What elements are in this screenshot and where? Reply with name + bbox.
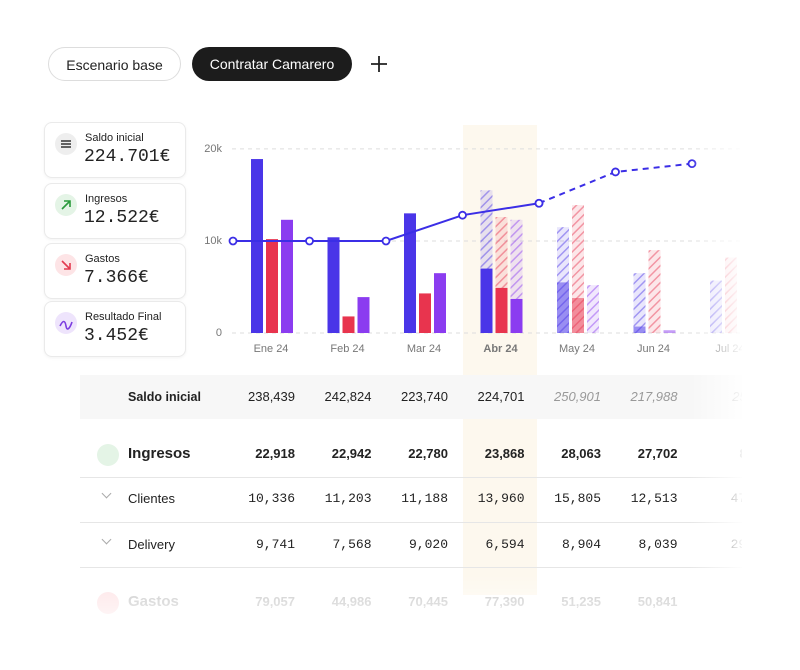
- cell: 22,918: [255, 446, 295, 461]
- bar: [587, 285, 599, 333]
- expand-chevron: [101, 488, 112, 499]
- x-tick-label: Mar 24: [407, 343, 441, 355]
- cell: 13,960: [477, 491, 525, 506]
- expand-chevron: [101, 534, 112, 545]
- tab-active[interactable]: Contratar Camarero: [192, 47, 352, 81]
- cell: 12,513: [630, 491, 678, 506]
- icon: [55, 312, 77, 334]
- x-tick-label: Feb 24: [330, 343, 364, 355]
- row-separator: [80, 477, 742, 478]
- cell: 23,868: [484, 446, 525, 461]
- kpi-value: 3.452€: [84, 326, 149, 346]
- row-label: Saldo inicial: [128, 390, 201, 404]
- kpi-label: Ingresos: [85, 193, 128, 205]
- bar: [663, 330, 676, 333]
- bar: [572, 298, 584, 333]
- x-tick-label: Jun 24: [637, 343, 670, 355]
- kpi-label: Saldo inicial: [85, 132, 144, 144]
- icon: [55, 254, 77, 276]
- x-tick-label: May 24: [559, 343, 595, 355]
- bar: [557, 282, 569, 333]
- cell: 8,039: [638, 537, 678, 552]
- cell: 7,568: [332, 537, 372, 552]
- bar: [648, 250, 661, 333]
- kpi-card: Gastos 7.366€: [44, 243, 186, 299]
- kpi-card: Ingresos 12.522€: [44, 183, 186, 239]
- cell: 217,988: [630, 389, 678, 404]
- row-label: Clientes: [128, 491, 175, 506]
- cell: 28,063: [561, 446, 601, 461]
- kpi-value: 7.366€: [84, 268, 149, 288]
- bar: [434, 273, 446, 333]
- cell: 250,901: [554, 389, 601, 404]
- cell: 15,805: [554, 491, 601, 506]
- x-tick-label: Abr 24: [483, 343, 518, 355]
- y-tick-label: 20k: [204, 143, 222, 155]
- line-point: [305, 236, 314, 246]
- add-button[interactable]: [368, 53, 390, 75]
- row-separator: [80, 567, 742, 568]
- y-tick-label: 10k: [204, 235, 222, 247]
- y-tick-label: 0: [216, 327, 222, 339]
- icon: [55, 194, 77, 216]
- line-point: [228, 236, 238, 246]
- icon: [55, 133, 77, 155]
- kpi-value: 224.701€: [84, 147, 171, 167]
- bar: [633, 326, 646, 333]
- bar: [251, 159, 263, 333]
- tab[interactable]: Escenario base: [48, 47, 181, 81]
- kpi-card: Saldo inicial 224.701€: [44, 122, 186, 178]
- cell: 9,741: [255, 537, 295, 552]
- bar: [480, 268, 493, 333]
- bar: [419, 293, 431, 333]
- bar: [266, 239, 278, 333]
- cell: 223,740: [401, 389, 448, 404]
- row-separator: [80, 522, 742, 523]
- line-point: [458, 210, 467, 220]
- cell: 238,439: [248, 389, 295, 404]
- bar: [327, 237, 340, 333]
- cell: 8,904: [561, 537, 601, 552]
- cell: 10,336: [248, 491, 295, 506]
- kpi-label: Gastos: [85, 253, 120, 265]
- column-highlight: [463, 125, 537, 595]
- cell: 9,020: [408, 537, 448, 552]
- cell: 22,780: [408, 446, 448, 461]
- kpi-value: 12.522€: [84, 208, 160, 228]
- bar: [495, 287, 508, 333]
- cell: 11,188: [401, 491, 448, 506]
- kpi-label: Resultado Final: [85, 311, 162, 323]
- row-bg: [80, 375, 742, 419]
- x-tick-label: Ene 24: [254, 343, 289, 355]
- bar: [281, 219, 293, 333]
- line-point: [534, 198, 544, 208]
- cell: 224,701: [477, 389, 525, 404]
- kpi-card: Resultado Final 3.452€: [44, 301, 186, 357]
- cell: 242,824: [324, 389, 372, 404]
- cell: 6,594: [485, 537, 525, 552]
- bar: [510, 298, 523, 333]
- cell: 22,942: [331, 446, 372, 461]
- bar: [342, 316, 355, 333]
- cell: 27,702: [637, 446, 678, 461]
- row-label: Delivery: [128, 537, 175, 552]
- row-icon: [97, 444, 119, 466]
- bar: [357, 297, 370, 333]
- table: Saldo inicial 238,439 242,824 223,740 224,70…: [80, 375, 742, 614]
- cell: 11,203: [324, 491, 372, 506]
- bar: [404, 213, 416, 333]
- fade-right: [690, 120, 745, 640]
- line-point: [611, 167, 620, 177]
- fade-bottom: [0, 575, 800, 670]
- bar: [633, 273, 646, 333]
- row-label: Ingresos: [128, 445, 191, 462]
- line-point: [381, 236, 391, 246]
